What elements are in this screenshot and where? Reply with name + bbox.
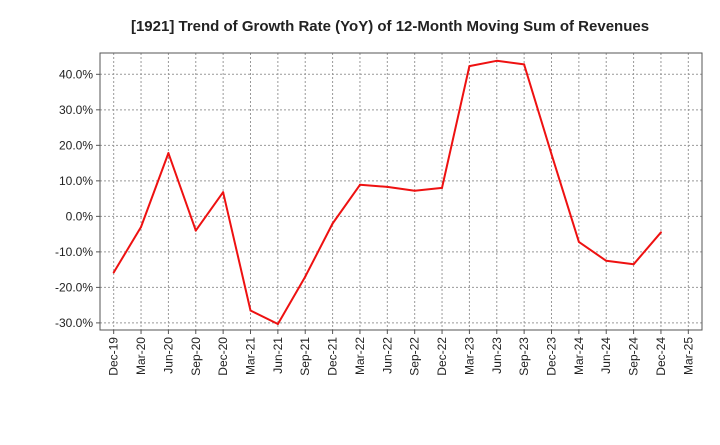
data-point	[659, 231, 662, 234]
data-point	[304, 275, 307, 278]
y-tick-label: -10.0%	[55, 245, 93, 259]
x-tick-label: Mar-20	[134, 337, 148, 375]
data-point	[468, 65, 471, 68]
series-layer	[112, 59, 662, 325]
x-tick-label: Dec-22	[435, 337, 449, 376]
x-tick-label: Jun-23	[490, 337, 504, 374]
data-point	[386, 185, 389, 188]
x-tick-label: Dec-23	[545, 337, 559, 376]
x-tick-label: Dec-24	[654, 337, 668, 376]
data-point	[495, 59, 498, 62]
chart-title: [1921] Trend of Growth Rate (YoY) of 12-…	[131, 18, 649, 35]
data-point	[194, 229, 197, 232]
x-axis: Dec-19 Mar-20 Jun-20 Sep-20 Dec-20 Mar-21 Jun-…	[107, 330, 695, 376]
y-tick-label: 0.0%	[66, 209, 94, 223]
x-tick-label: Dec-19	[107, 337, 121, 376]
x-tick-label: Jun-21	[271, 337, 285, 374]
x-tick-label: Mar-23	[462, 337, 476, 375]
x-tick-label: Mar-24	[572, 337, 586, 375]
y-tick-label: -20.0%	[55, 280, 93, 294]
data-point	[523, 63, 526, 66]
y-tick-label: 30.0%	[59, 103, 93, 117]
x-tick-label: Mar-25	[681, 337, 695, 375]
y-axis: -30.0% -20.0% -10.0% 0.0% 10.0% 20.0% 30.0% 40.…	[55, 67, 100, 330]
x-tick-label: Dec-20	[216, 337, 230, 376]
grid	[100, 53, 702, 330]
data-point	[112, 271, 115, 274]
x-tick-label: Mar-22	[353, 337, 367, 375]
data-point	[441, 186, 444, 189]
data-point	[167, 152, 170, 155]
y-tick-label: 20.0%	[59, 138, 93, 152]
data-point	[550, 153, 553, 156]
data-point	[577, 240, 580, 243]
x-tick-label: Sep-21	[298, 337, 312, 376]
x-tick-label: Sep-22	[408, 337, 422, 376]
y-tick-label: 10.0%	[59, 174, 93, 188]
x-tick-label: Dec-21	[326, 337, 340, 376]
data-point	[605, 259, 608, 262]
y-tick-label: -30.0%	[55, 316, 93, 330]
series-line	[112, 59, 662, 325]
data-point	[222, 191, 225, 194]
data-point	[140, 226, 143, 229]
x-tick-label: Jun-22	[380, 337, 394, 374]
x-tick-label: Jun-20	[161, 337, 175, 374]
x-tick-label: Sep-24	[627, 337, 641, 376]
x-tick-label: Sep-20	[189, 337, 203, 376]
data-point	[632, 263, 635, 266]
data-point	[331, 222, 334, 225]
data-point	[249, 309, 252, 312]
x-tick-label: Sep-23	[517, 337, 531, 376]
data-point	[276, 322, 279, 325]
data-point	[358, 183, 361, 186]
data-point	[413, 189, 416, 192]
x-tick-label: Jun-24	[599, 337, 613, 374]
plot-area	[99, 52, 703, 331]
y-tick-label: 40.0%	[59, 67, 93, 81]
x-tick-label: Mar-21	[244, 337, 258, 375]
